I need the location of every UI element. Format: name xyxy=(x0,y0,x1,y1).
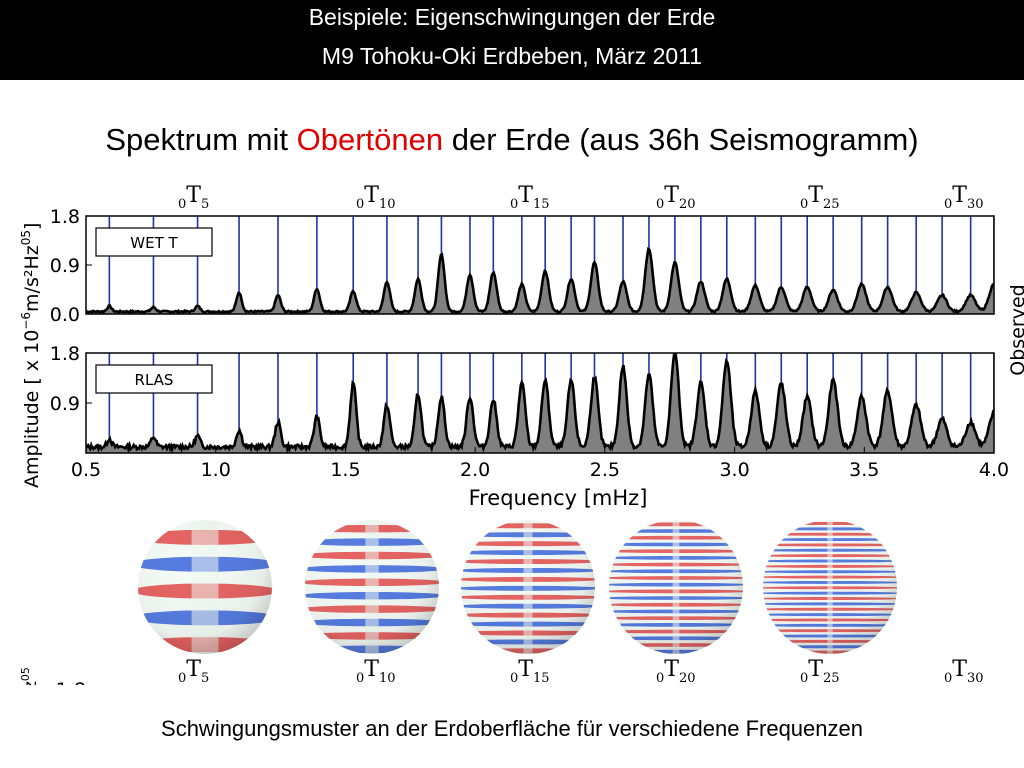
axes-labels: 0.5 1.0 1.5 2.0 2.5 3.0 3.5 4.0 Frequency [mHz] 0… xyxy=(19,183,1024,510)
xtick-label-3: 2.0 xyxy=(460,459,490,481)
sphere-0T20 xyxy=(609,520,743,654)
strip-mode-label-5: 0T30 xyxy=(944,657,984,686)
sphere-0T5 xyxy=(138,520,272,654)
sphere-0T15 xyxy=(461,520,595,654)
panel-rlas: 1.8 0.9 RLAS xyxy=(50,343,995,454)
strip-value: 1.8 xyxy=(56,679,86,701)
rlas-spectrum-fill xyxy=(86,353,994,453)
mode-label-1: 0T10 xyxy=(356,183,396,212)
slide-headline: Spektrum mit Obertönen der Erde (aus 36h… xyxy=(0,122,1024,158)
mode-label-0: 0T5 xyxy=(178,183,209,212)
strip-mode-label-4: 0T25 xyxy=(800,657,840,686)
rlas-ytick-label-0: 1.8 xyxy=(50,343,80,365)
rlas-spectrum-line xyxy=(86,353,994,453)
y-axis-label: Amplitude [ x 10−6m/s²Hz05] xyxy=(19,223,43,488)
wet-t-spectrum-line xyxy=(86,246,994,314)
strip-mode-label-1: 0T10 xyxy=(356,657,396,686)
rlas-ytick-label-1: 0.9 xyxy=(50,393,80,415)
sphere-3-shade xyxy=(609,520,743,654)
mode-label-5: 0T30 xyxy=(944,183,984,212)
xtick-label-1: 1.0 xyxy=(201,459,231,481)
wet-t-ytick-label-0: 1.8 xyxy=(50,206,80,228)
wet-t-legend-label: WET T xyxy=(130,234,178,252)
mode-label-2: 0T15 xyxy=(510,183,550,212)
sphere-1-shade xyxy=(305,520,439,654)
xtick-label-4: 2.5 xyxy=(590,459,620,481)
mode-label-4: 0T25 xyxy=(800,183,840,212)
headline-part-2: der Erde (aus 36h Seismogramm) xyxy=(443,122,919,157)
strip-mode-label-0: 0T5 xyxy=(178,657,209,686)
sphere-2-shade xyxy=(461,520,595,654)
x-axis-label: Frequency [mHz] xyxy=(469,486,648,510)
wet-t-ytick-label-1: 0.9 xyxy=(50,255,80,277)
strip-mode-label-2: 0T15 xyxy=(510,657,550,686)
panel-wet-t: 1.8 0.9 0.0 WET T xyxy=(50,206,995,326)
rlas-legend-label: RLAS xyxy=(135,371,174,389)
header-line-1: Beispiele: Eigenschwingungen der Erde xyxy=(308,4,716,30)
header-line-2: M9 Tohoku-Oki Erdbeben, März 2011 xyxy=(321,43,703,69)
strip-mode-label-3: 0T20 xyxy=(656,657,696,686)
xtick-label-5: 3.0 xyxy=(719,459,749,481)
xtick-label-0: 0.5 xyxy=(71,459,101,481)
wet-t-spectrum-fill xyxy=(86,249,994,314)
cropped-strip: 0T5 0T10 0T15 0T20 0T25 0T30 z05 1.8 xyxy=(19,657,984,701)
xtick-label-6: 3.5 xyxy=(849,459,879,481)
slide-caption: Schwingungsmuster an der Erdoberfläche f… xyxy=(161,716,863,741)
sphere-4-shade xyxy=(763,520,897,654)
sphere-0-shade xyxy=(138,520,272,654)
rlas-legend xyxy=(95,364,213,394)
mode-label-3: 0T20 xyxy=(656,183,696,212)
wet-t-ytick-label-2: 0.0 xyxy=(50,304,80,326)
strip-y-label: z05 xyxy=(19,667,41,690)
wet-t-legend xyxy=(95,227,213,257)
mode-spheres xyxy=(138,520,897,654)
rlas-plot-area xyxy=(86,353,994,453)
observed-label: Observed xyxy=(1007,284,1024,375)
sphere-0T25 xyxy=(763,520,897,654)
wet-t-plot-area xyxy=(86,216,994,314)
sphere-0T10 xyxy=(305,520,439,654)
xtick-label-7: 4.0 xyxy=(979,459,1009,481)
xtick-label-2: 1.5 xyxy=(330,459,360,481)
slide-header: Beispiele: Eigenschwingungen der Erde M9… xyxy=(0,0,1024,80)
headline-part-1: Spektrum mit xyxy=(105,122,297,157)
headline-highlight: Obertönen xyxy=(296,122,444,157)
